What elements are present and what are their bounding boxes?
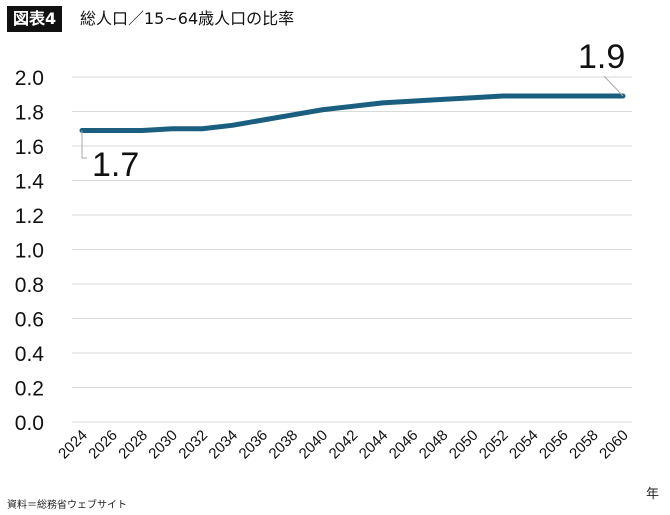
x-tick-label: 2028: [115, 427, 151, 463]
chart-title: 総人口／15~64歳人口の比率: [80, 9, 295, 28]
y-tick-label: 0.4: [15, 343, 45, 366]
x-tick-label: 2040: [296, 427, 332, 463]
source-note: 資料＝総務省ウェブサイト: [7, 500, 127, 511]
y-tick-label: 1.0: [15, 240, 44, 263]
figure-badge: 図表4: [7, 6, 63, 32]
y-tick-label: 0.8: [15, 274, 44, 297]
x-tick-label: 2044: [356, 427, 392, 463]
x-tick-label: 2054: [506, 427, 542, 463]
x-tick-label: 2032: [175, 427, 211, 463]
y-tick-label: 1.8: [15, 102, 44, 125]
x-tick-label: 2030: [145, 427, 181, 463]
x-tick-label: 2060: [596, 427, 632, 463]
x-tick-label: 2048: [416, 427, 452, 463]
y-tick-label: 0.2: [15, 378, 44, 401]
x-tick-label: 2050: [446, 427, 482, 463]
y-tick-label: 0.6: [15, 309, 44, 332]
x-tick-label: 2026: [85, 427, 121, 463]
x-tick-label: 2058: [566, 427, 602, 463]
x-tick-label: 2046: [386, 427, 422, 463]
x-axis-label: 年: [646, 487, 660, 502]
y-tick-label: 1.6: [15, 136, 44, 159]
x-tick-label: 2056: [536, 427, 572, 463]
annotation-leader: [81, 130, 87, 159]
y-tick-label: 0.0: [15, 412, 44, 435]
annotation-label: 1.7: [92, 146, 139, 184]
y-tick-label: 1.2: [15, 205, 44, 228]
x-tick-label: 2034: [205, 427, 241, 463]
x-tick-label: 2024: [55, 427, 91, 463]
x-tick-label: 2036: [236, 427, 272, 463]
x-tick-label: 2042: [326, 427, 362, 463]
series-line: [79, 93, 626, 133]
x-tick-label: 2038: [266, 427, 302, 463]
annotation-leader: [603, 75, 624, 97]
x-tick-label: 2052: [476, 427, 512, 463]
y-tick-label: 2.0: [15, 67, 44, 90]
annotation-label: 1.9: [578, 38, 625, 76]
y-tick-label: 1.4: [15, 171, 45, 194]
